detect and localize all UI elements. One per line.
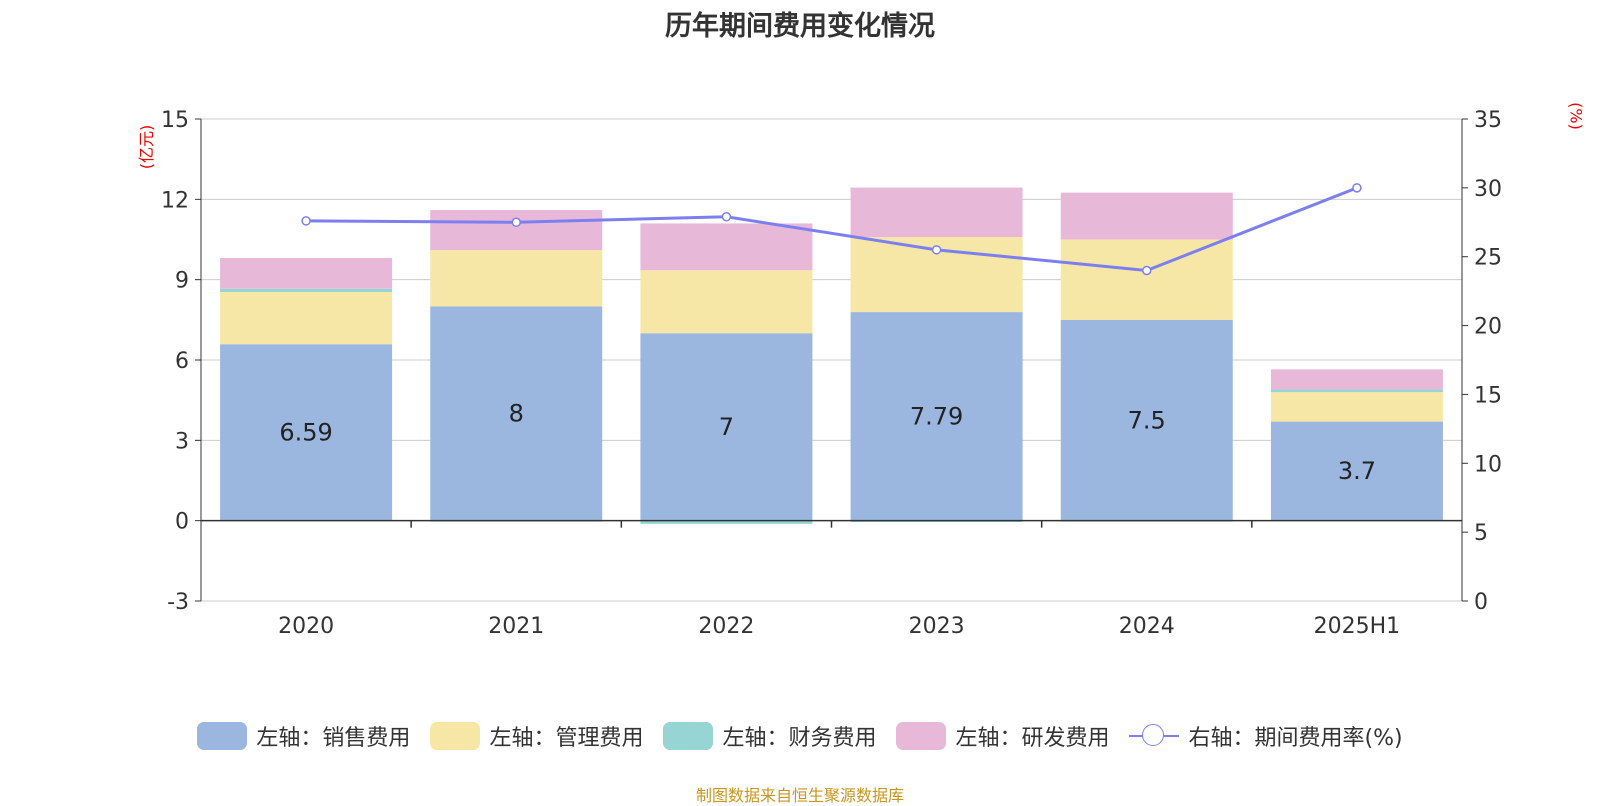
- legend-swatch-finance: [663, 722, 714, 750]
- bar-segment-1: [1060, 239, 1233, 320]
- bar-data-label: 7.5: [1128, 406, 1166, 434]
- bar-data-label: 7.79: [910, 402, 963, 430]
- bar-data-label: 3.7: [1338, 457, 1376, 485]
- expense-rate-point: [511, 217, 521, 228]
- legend-label-sales: 左轴：销售费用: [256, 726, 411, 751]
- right-tick-label: 5: [1474, 521, 1488, 546]
- right-tick-label: 25: [1474, 246, 1502, 271]
- bar-segment-0: [430, 306, 603, 521]
- legend: 左轴：销售费用 左轴：管理费用 左轴：财务费用 左轴：研发费用 右轴：期间费用率…: [0, 720, 1600, 752]
- category-label: 2025H1: [1314, 614, 1401, 639]
- bar-segment-3: [640, 223, 813, 271]
- right-tick-label: 0: [1474, 590, 1488, 615]
- left-tick-label: 15: [161, 108, 189, 133]
- bar-segment-1: [430, 250, 603, 307]
- bar-segment-0: [850, 312, 1023, 521]
- left-tick-label: 6: [175, 349, 189, 374]
- chart-area: -3 0 3 6 9 12 15 0 5 10 15 20 25 30 35 6.59 2020 8 2021 7 20…: [161, 108, 1502, 639]
- right-tick-label: 20: [1474, 315, 1502, 340]
- category-label: 2023: [909, 614, 965, 639]
- legend-label-admin: 左轴：管理费用: [489, 726, 644, 751]
- legend-swatch-expense-rate: [1129, 722, 1180, 750]
- left-tick-label: 3: [175, 429, 189, 454]
- category-label: 2021: [488, 614, 544, 639]
- bar-segment-2: [220, 288, 393, 292]
- bar-data-label: 8: [509, 400, 524, 428]
- bar-segment-3: [220, 257, 393, 289]
- expense-rate-point: [1142, 265, 1152, 276]
- bar-segment-3: [1270, 369, 1443, 390]
- legend-item-admin[interactable]: 左轴：管理费用: [430, 720, 643, 752]
- legend-swatch-rd: [896, 722, 947, 750]
- right-tick-label: 35: [1474, 108, 1502, 133]
- bar-segment-0: [1060, 319, 1233, 521]
- legend-label-expense-rate: 右轴：期间费用率(%): [1188, 726, 1403, 751]
- bar-segment-1: [640, 270, 813, 334]
- expense-rate-point: [931, 245, 942, 255]
- right-tick-label: 30: [1474, 177, 1502, 202]
- expense-rate-point: [1352, 183, 1362, 193]
- chart-title: 历年期间费用变化情况: [665, 11, 935, 42]
- bar-segment-3: [850, 187, 1023, 238]
- expense-rate-line: [306, 186, 1358, 273]
- category-label: 2022: [698, 614, 754, 639]
- left-tick-label: 0: [175, 510, 189, 535]
- bar-data-label: 7: [719, 413, 734, 441]
- legend-item-finance[interactable]: 左轴：财务费用: [663, 720, 876, 752]
- expense-rate-point: [301, 216, 311, 226]
- bar-data-label: 6.59: [279, 418, 332, 446]
- legend-item-expense-rate[interactable]: 右轴：期间费用率(%): [1129, 720, 1403, 752]
- category-label: 2020: [278, 614, 334, 639]
- bar-segment-2: [1270, 389, 1443, 393]
- bar-segment-0: [640, 333, 813, 521]
- left-tick-label: 12: [161, 188, 189, 213]
- bar-segment-1: [220, 291, 393, 345]
- bar-segment-0: [1270, 421, 1443, 521]
- legend-label-rd: 左轴：研发费用: [955, 726, 1110, 751]
- legend-label-finance: 左轴：财务费用: [722, 726, 877, 751]
- bar-segment-3: [1060, 192, 1233, 240]
- bar-segment-3: [430, 210, 603, 251]
- bar-segment-2: [640, 520, 813, 524]
- bar-segment-1: [1270, 392, 1443, 422]
- source-note: 制图数据来自恒生聚源数据库: [695, 786, 904, 805]
- category-label: 2024: [1119, 614, 1175, 639]
- left-tick-label: -3: [167, 590, 189, 615]
- legend-item-sales[interactable]: 左轴：销售费用: [197, 720, 410, 752]
- expense-rate-point: [721, 212, 732, 222]
- legend-swatch-sales: [197, 722, 248, 750]
- left-tick-label: 9: [175, 269, 189, 294]
- right-tick-label: 15: [1474, 383, 1502, 408]
- bar-segment-0: [220, 344, 393, 521]
- right-tick-label: 10: [1474, 452, 1502, 477]
- legend-swatch-admin: [430, 722, 481, 750]
- legend-item-rd[interactable]: 左轴：研发费用: [896, 720, 1109, 752]
